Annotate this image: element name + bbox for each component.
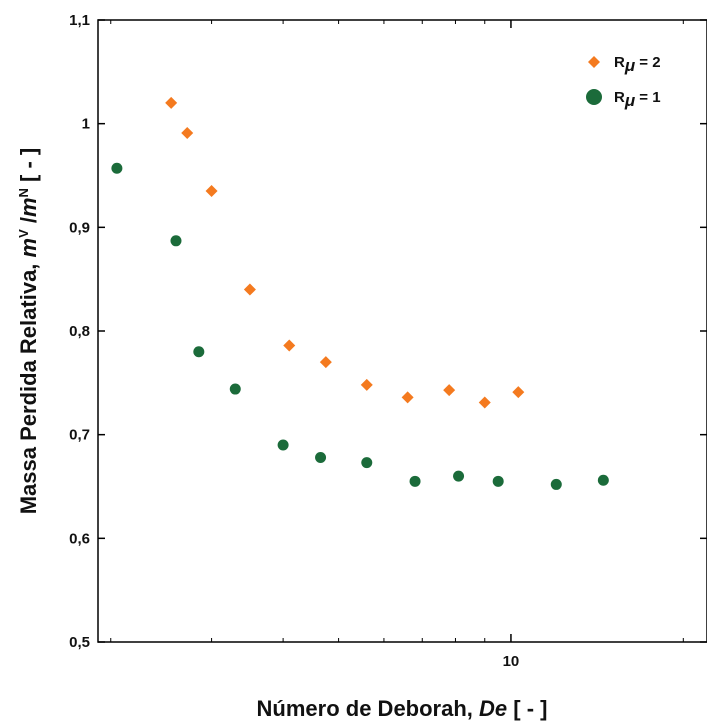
y-tick-label: 0,5 (69, 634, 90, 651)
data-point-r2 (319, 356, 332, 369)
minor-ticks (110, 20, 684, 642)
data-point-r2 (401, 391, 414, 404)
x-tick-label: 10 (503, 653, 520, 670)
y-tick-label: 0,8 (69, 323, 90, 340)
data-point-r1 (361, 457, 373, 469)
data-point-r2 (478, 396, 491, 409)
data-point-r1 (409, 475, 421, 487)
y-tick-label: 0,7 (69, 427, 90, 444)
data-point-r1 (193, 346, 205, 358)
data-point-r1 (111, 162, 123, 174)
data-point-r2 (283, 339, 296, 352)
data-point-r1 (453, 470, 465, 482)
x-axis-title: Número de Deborah, De [ - ] (257, 696, 548, 721)
data-point-r1 (492, 475, 504, 487)
data-point-r1 (229, 383, 241, 395)
data-point-r2 (205, 185, 218, 198)
data-points (111, 96, 609, 490)
legend-label: Rμ = 2 (614, 54, 661, 75)
y-tick-label: 0,9 (69, 219, 90, 236)
data-point-r2 (512, 386, 525, 399)
y-tick-label: 0,6 (69, 530, 90, 547)
legend-marker-diamond (588, 56, 600, 68)
plot-frame (97, 19, 707, 643)
y-tick-label: 1,1 (69, 12, 90, 29)
data-point-r2 (181, 126, 194, 139)
data-point-r1 (277, 439, 289, 451)
y-axis-ticks: 0,5 0,6 0,7 0,8 0,9 1 1,1 (69, 12, 707, 651)
data-point-r1 (315, 451, 327, 463)
y-tick-label: 1 (82, 116, 90, 133)
data-point-r1 (170, 235, 182, 247)
legend: Rμ = 2 Rμ = 1 (586, 54, 661, 110)
legend-marker-circle (586, 89, 602, 105)
data-point-r2 (443, 384, 456, 397)
data-point-r2 (243, 283, 256, 296)
legend-label: Rμ = 1 (614, 89, 661, 110)
data-point-r1 (597, 474, 609, 486)
y-axis-title: Massa Perdida Relativa, mV /mN [ - ] (16, 148, 41, 515)
data-point-r2 (360, 378, 373, 391)
x-axis-ticks: 10 (503, 20, 520, 670)
data-point-r2 (165, 96, 178, 109)
data-point-r1 (550, 478, 562, 490)
